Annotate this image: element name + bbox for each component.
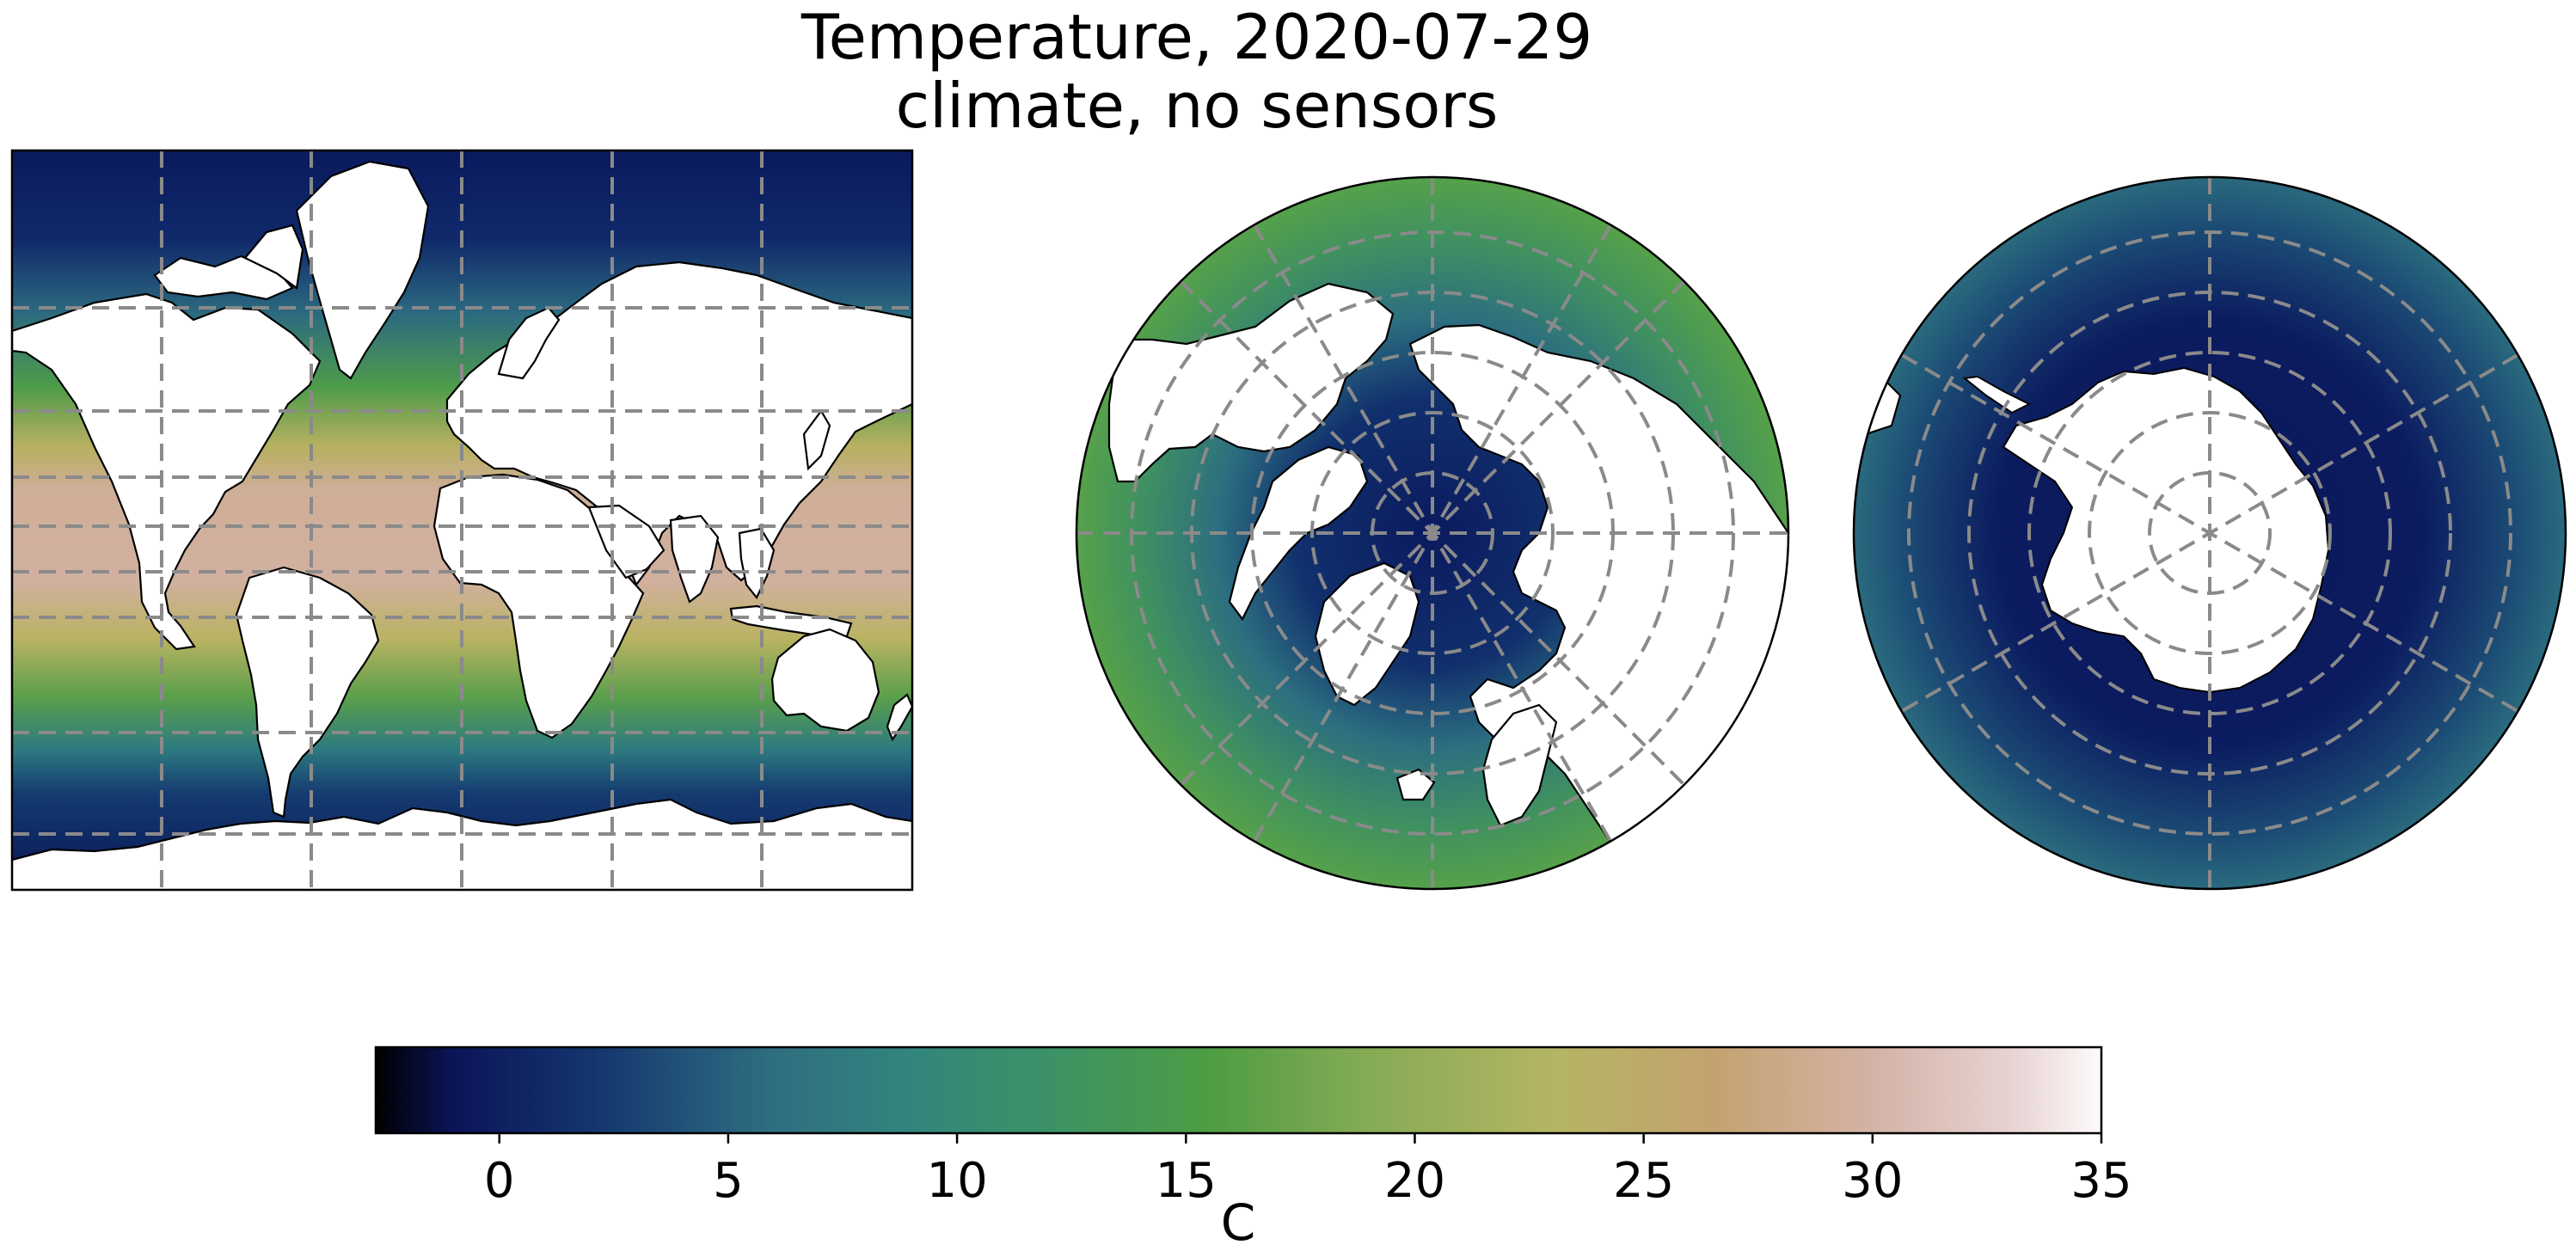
australia	[770, 628, 880, 733]
colorbar-tick-label: 10	[926, 1153, 987, 1209]
scandinavia-polar	[1481, 703, 1558, 827]
india	[669, 514, 720, 604]
colorbar-tick-label: 35	[2070, 1153, 2131, 1209]
colorbar-gradient	[374, 1045, 2103, 1135]
south-polar-map-panel	[1854, 177, 2566, 889]
scandinavia	[497, 306, 561, 380]
global-map-panel	[12, 150, 912, 890]
north-polar-map-frame	[1075, 175, 1790, 891]
colorbar-tick-label: 20	[1384, 1153, 1445, 1209]
figure-title-line-2: climate, no sensors	[896, 70, 1499, 142]
figure-title-line-1: Temperature, 2020-07-29	[800, 1, 1592, 73]
colorbar-tick-label: 15	[1156, 1153, 1217, 1209]
antarctic-peninsula	[1962, 375, 2032, 414]
greenland	[295, 160, 430, 380]
africa	[432, 473, 645, 739]
colorbar: 0 5 10 15 20 25 30 35 C	[374, 1045, 2132, 1252]
colorbar-tick-label: 0	[484, 1153, 515, 1209]
colorbar-label: C	[1221, 1193, 1256, 1252]
colorbar-ticks: 0 5 10 15 20 25 30 35	[484, 1133, 2132, 1209]
eurasia	[445, 261, 912, 587]
colorbar-tick-label: 30	[1842, 1153, 1903, 1209]
south-america	[235, 566, 380, 819]
north-polar-map-panel	[1076, 177, 1788, 889]
south-polar-graticule	[1900, 177, 2519, 889]
colorbar-tick-label: 5	[713, 1153, 744, 1209]
iceland-polar	[1395, 768, 1436, 801]
antarctica-polar	[2002, 366, 2330, 694]
north-polar-graticule	[1076, 177, 1788, 889]
japan	[802, 409, 831, 471]
baffin-island	[243, 224, 304, 290]
global-map-frame	[10, 149, 914, 892]
south-polar-map-frame	[1852, 175, 2567, 891]
colorbar-tick-label: 25	[1613, 1153, 1674, 1209]
new-zealand	[886, 693, 912, 742]
arabian-peninsula	[587, 504, 665, 579]
global-map-graticule	[12, 150, 912, 890]
arctic-archipelago	[153, 254, 294, 301]
